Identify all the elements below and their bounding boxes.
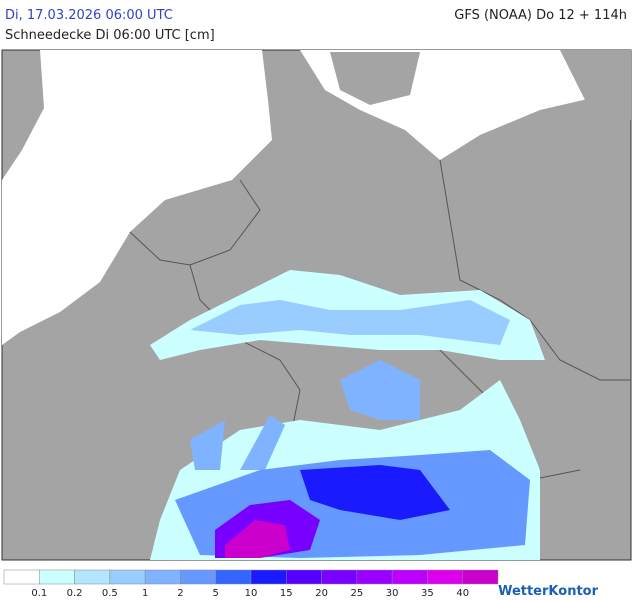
legend-label: 2 [177, 588, 183, 599]
legend-swatch [215, 569, 252, 585]
legend-label: 0.2 [67, 588, 83, 599]
logo: WetterKontor [498, 584, 599, 599]
legend-label: 10 [245, 588, 258, 599]
legend-label: 25 [350, 588, 363, 599]
legend-swatch [39, 569, 75, 585]
sea-west [2, 50, 272, 345]
legend-label: 5 [213, 588, 219, 599]
legend-swatch [391, 569, 428, 585]
legend-swatch [427, 569, 463, 585]
legend-label: 0.1 [31, 588, 47, 599]
scandinavia [330, 50, 631, 120]
legend-swatch [3, 569, 40, 585]
model-run: GFS (NOAA) Do 12 + 114h [454, 8, 627, 23]
legend-label: 0.5 [102, 588, 118, 599]
legend-label: 1 [142, 588, 148, 599]
legend-swatch [250, 569, 287, 585]
legend-swatch [462, 569, 499, 585]
legend-swatch [286, 569, 322, 585]
legend-swatch [321, 569, 358, 585]
legend-label: 30 [386, 588, 399, 599]
legend-swatch [144, 569, 181, 585]
legend-label: 15 [280, 588, 293, 599]
valid-time: Di, 17.03.2026 06:00 UTC [5, 8, 173, 23]
map [1, 49, 632, 561]
legend-swatch [180, 569, 216, 585]
subtitle: Schneedecke Di 06:00 UTC [cm] [5, 28, 215, 43]
legend-label: 35 [421, 588, 434, 599]
legend-label: 40 [456, 588, 469, 599]
legend-label: 20 [315, 588, 328, 599]
legend-swatch [109, 569, 146, 585]
legend-swatch [74, 569, 111, 585]
snow-areas [150, 270, 545, 560]
legend-swatch [356, 569, 393, 585]
legend: 0.1 0.2 0.5 1 2 5 10 15 20 25 30 35 40 [3, 569, 499, 599]
